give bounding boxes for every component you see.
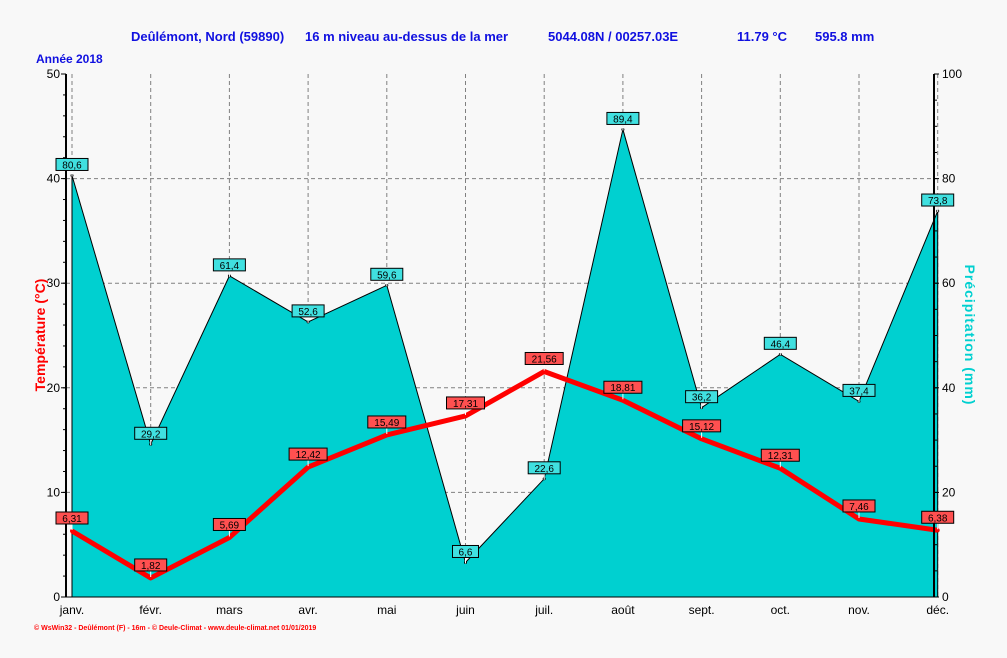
x-tick-label: oct. xyxy=(771,603,790,617)
precipitation-data-label-box xyxy=(55,157,89,171)
temperature-data-label-box xyxy=(603,380,643,394)
temperature-point xyxy=(699,436,704,441)
temperature-data-label: 15,49 xyxy=(374,418,399,429)
temperature-point xyxy=(70,528,74,533)
precipitation-data-label-box xyxy=(606,111,640,125)
footer-credits: © WsWin32 - Deûlémont (F) - 16m - © Deul… xyxy=(34,624,316,632)
temperature-data-label: 18,81 xyxy=(610,383,635,394)
precipitation-data-label: 73,8 xyxy=(928,196,948,207)
total-precipitation: 595.8 mm xyxy=(815,29,874,44)
precipitation-data-label: 22,6 xyxy=(534,464,554,475)
temperature-data-label-box xyxy=(921,510,955,524)
x-tick-label: juil. xyxy=(534,603,553,617)
temperature-data-label: 17,31 xyxy=(453,399,478,410)
temperature-data-label: 12,42 xyxy=(296,450,321,461)
x-tick-label: déc. xyxy=(926,603,949,617)
x-tick-label: nov. xyxy=(848,603,870,617)
temperature-data-label: 6,38 xyxy=(928,513,948,524)
precipitation-data-label-box xyxy=(685,390,719,404)
y-tick-label: 30 xyxy=(47,276,61,290)
year-label: Année 2018 xyxy=(36,52,103,66)
temperature-data-label-box xyxy=(446,396,485,410)
y-tick-label: 50 xyxy=(47,67,61,81)
x-tick-label: avr. xyxy=(298,603,317,617)
temperature-point xyxy=(620,398,625,403)
precipitation-data-label-box xyxy=(370,267,404,281)
y2-tick-label: 100 xyxy=(942,67,962,81)
x-tick-label: mars xyxy=(216,603,243,617)
temperature-data-label: 7,46 xyxy=(849,502,869,513)
precipitation-data-label: 61,4 xyxy=(220,261,240,272)
temperature-point xyxy=(857,516,861,521)
y-tick-label: 40 xyxy=(47,172,61,186)
y-tick-label: 0 xyxy=(53,590,60,604)
precipitation-data-label-box xyxy=(452,544,479,558)
y2-tick-label: 0 xyxy=(942,590,949,604)
temperature-data-label: 1,82 xyxy=(141,561,161,572)
temperature-data-label: 5,69 xyxy=(220,520,240,531)
temperature-point xyxy=(935,528,940,533)
temperature-data-label: 12,31 xyxy=(768,451,793,462)
precipitation-data-label-box xyxy=(763,336,797,350)
y-axis-title: Température (°C) xyxy=(32,279,48,392)
precipitation-data-label-box xyxy=(921,193,955,207)
temperature-data-label-box xyxy=(524,351,564,365)
x-tick-label: sept. xyxy=(689,603,715,617)
altitude: 16 m niveau au-dessus de la mer xyxy=(305,29,508,44)
precipitation-data-label: 37,4 xyxy=(849,386,869,397)
precipitation-data-label-box xyxy=(212,258,246,272)
temperature-point xyxy=(384,432,389,437)
y2-tick-label: 80 xyxy=(942,172,956,186)
temperature-point xyxy=(778,466,783,471)
precipitation-data-label-box xyxy=(291,304,325,318)
y-tick-label: 10 xyxy=(47,485,61,499)
temperature-data-label-box xyxy=(682,419,722,433)
temperature-point xyxy=(148,575,153,580)
temperature-data-label-box xyxy=(288,447,328,461)
precipitation-data-label-box xyxy=(842,383,876,397)
precipitation-data-label: 46,4 xyxy=(771,339,791,350)
temperature-point xyxy=(463,413,468,418)
x-tick-label: mai xyxy=(377,603,396,617)
x-tick-label: févr. xyxy=(139,603,162,617)
temperature-point xyxy=(227,535,232,540)
precipitation-area xyxy=(71,129,939,598)
precipitation-data-label: 59,6 xyxy=(377,270,397,281)
temperature-data-label-box xyxy=(367,415,407,429)
temperature-data-label-box xyxy=(212,517,246,531)
precipitation-data-label: 80,6 xyxy=(62,160,82,171)
temperature-data-label: 21,56 xyxy=(532,354,557,365)
coordinates: 5044.08N / 00257.03E xyxy=(548,29,678,44)
y2-tick-label: 60 xyxy=(942,276,956,290)
y2-tick-label: 40 xyxy=(942,381,956,395)
temperature-data-label: 6,31 xyxy=(62,514,82,525)
x-tick-label: juin xyxy=(455,603,475,617)
temperature-point xyxy=(542,369,547,374)
precipitation-data-label: 6,6 xyxy=(459,547,473,558)
temperature-data-label: 15,12 xyxy=(689,422,714,433)
y2-axis-title: Précipitation (mm) xyxy=(962,265,978,406)
y-tick-label: 20 xyxy=(47,381,61,395)
precipitation-data-label: 36,2 xyxy=(692,393,712,404)
precipitation-data-label-box xyxy=(134,426,168,440)
station-name: Deûlémont, Nord (59890) xyxy=(131,29,284,44)
temperature-data-label-box xyxy=(134,558,168,572)
precipitation-data-label-box xyxy=(527,461,561,475)
temperature-data-label-box xyxy=(842,499,876,513)
temperature-data-label-box xyxy=(760,448,800,462)
x-tick-label: janv. xyxy=(59,603,84,617)
precipitation-data-label: 52,6 xyxy=(298,307,318,318)
temperature-line xyxy=(70,368,939,581)
temperature-data-label-box xyxy=(55,511,89,525)
precipitation-data-label: 29,2 xyxy=(141,429,161,440)
mean-temperature: 11.79 °C xyxy=(737,29,788,44)
y2-tick-label: 20 xyxy=(942,485,956,499)
temperature-point xyxy=(306,465,311,470)
precipitation-data-label: 89,4 xyxy=(613,114,633,125)
x-tick-label: août xyxy=(611,603,635,617)
